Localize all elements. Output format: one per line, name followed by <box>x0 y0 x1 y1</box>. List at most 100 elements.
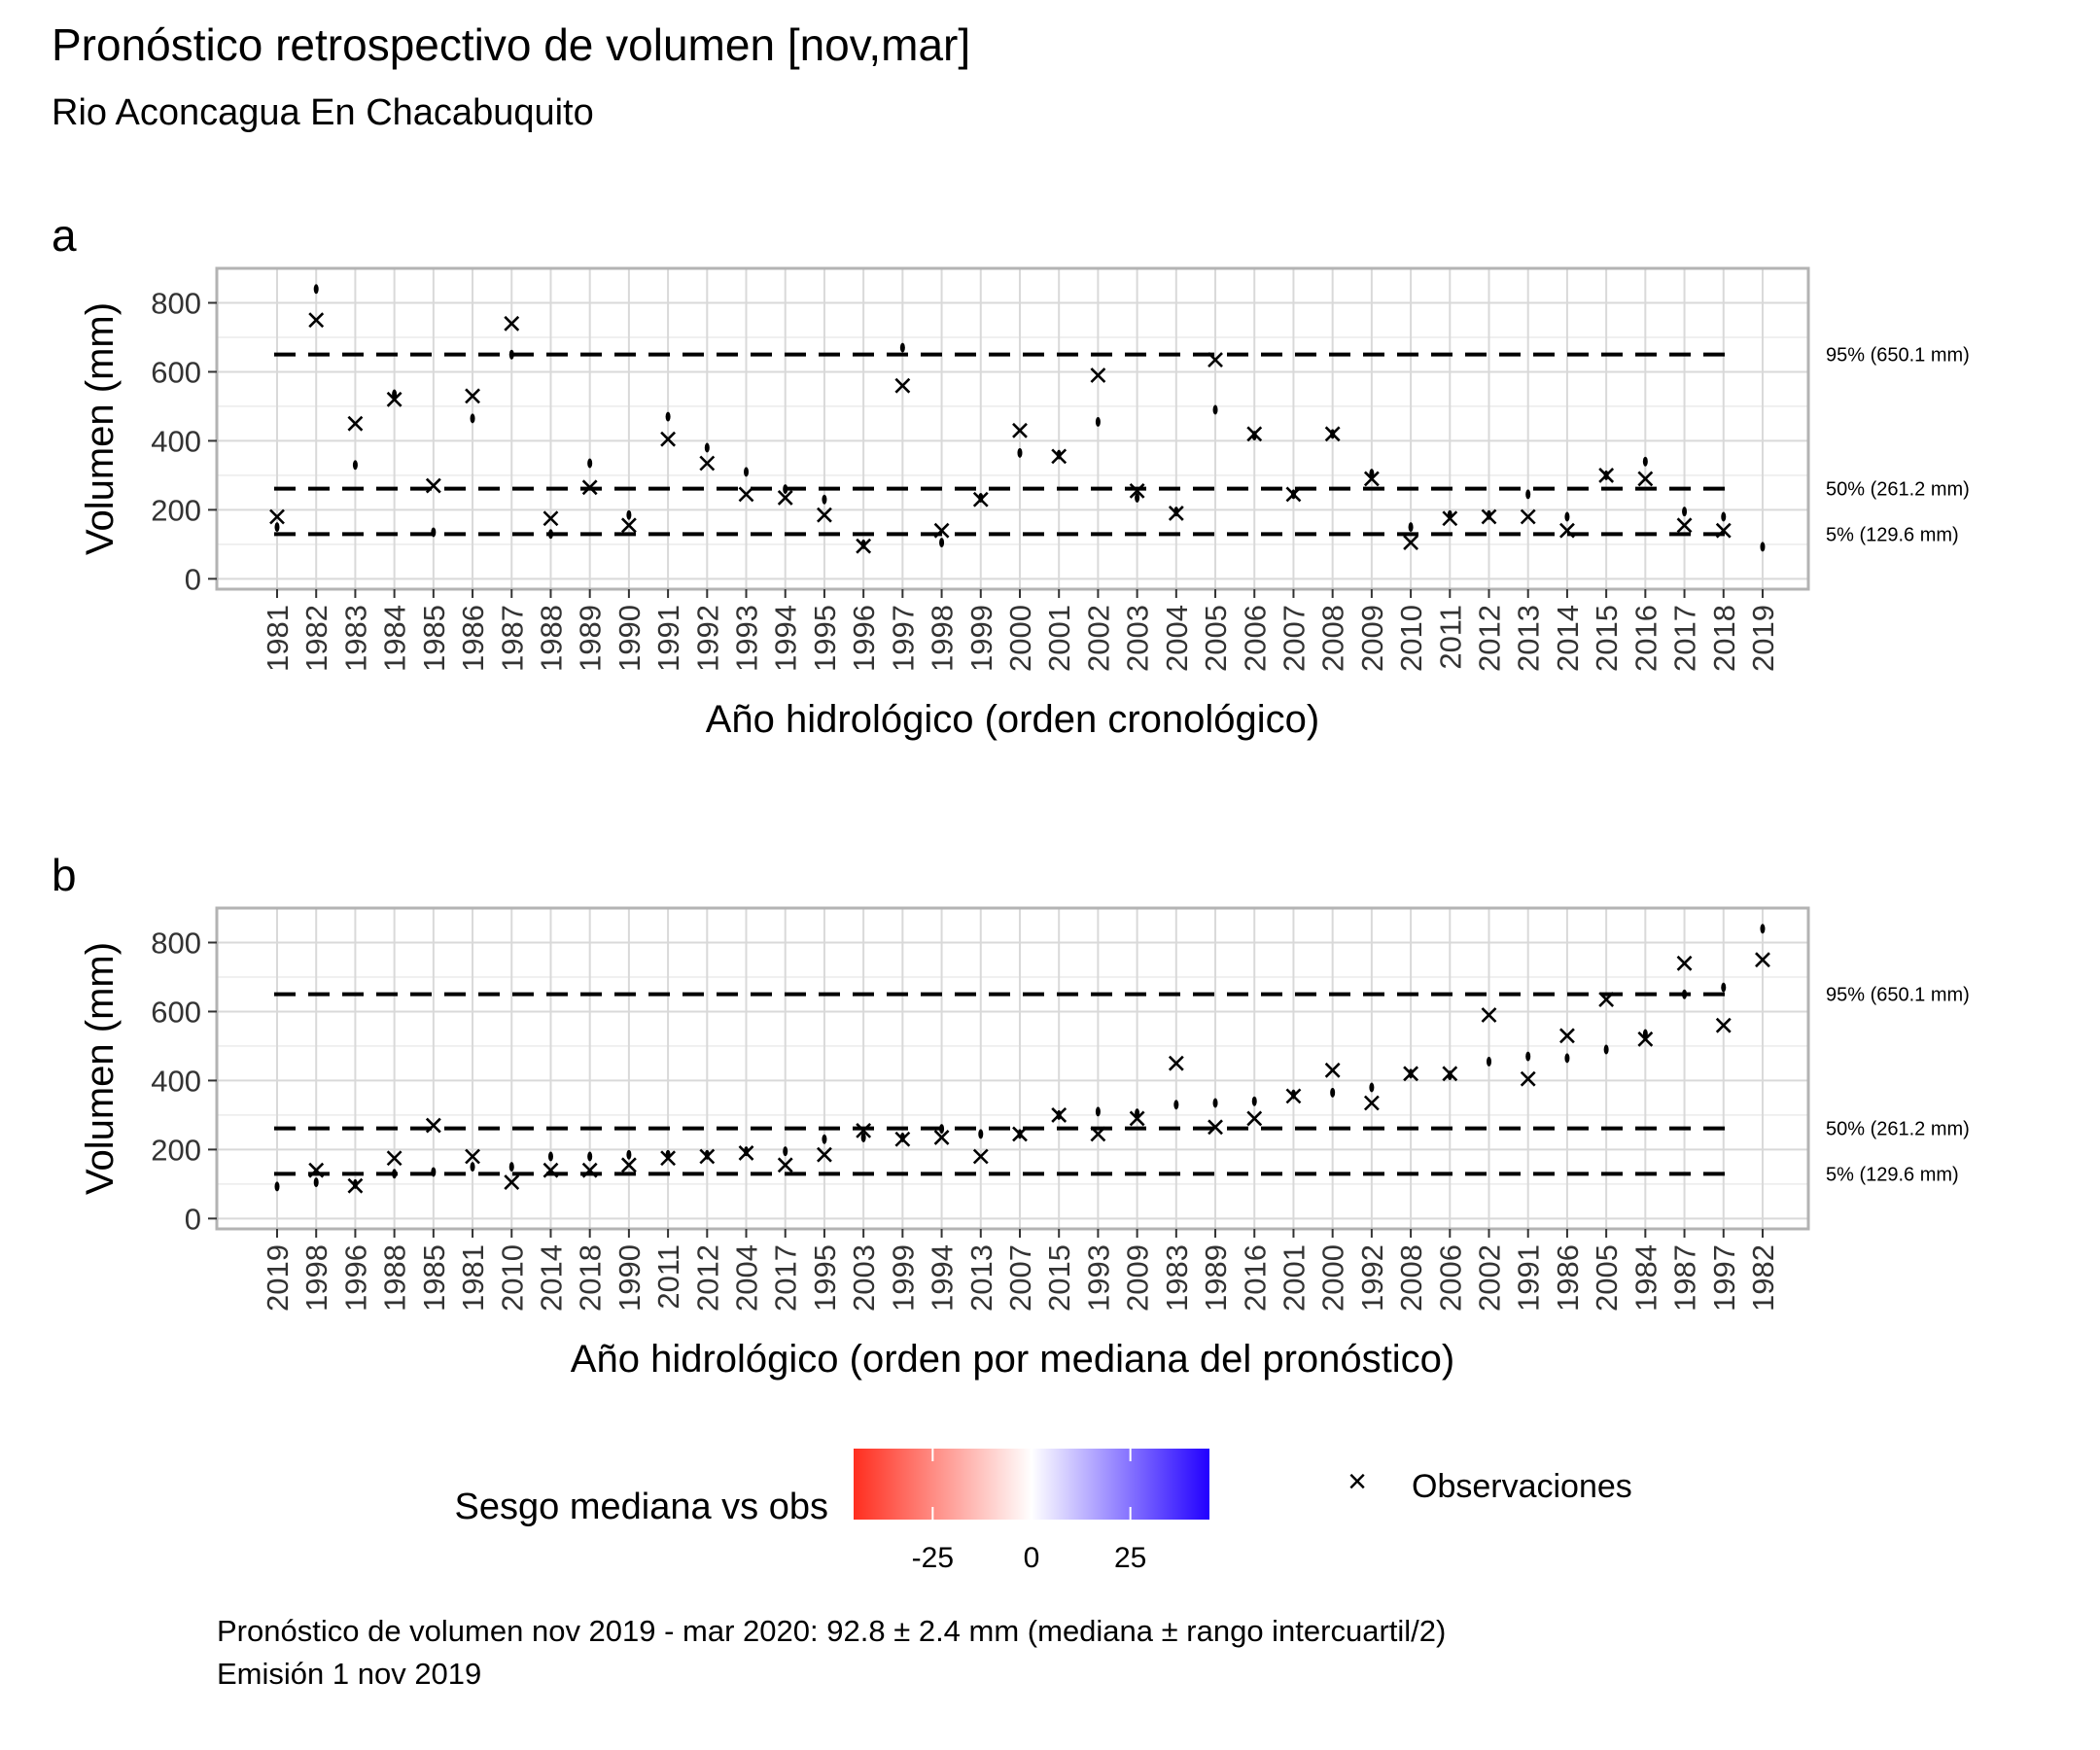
panel-b-observation-2001 <box>1285 1088 1302 1104</box>
panel-a-observation-2003 <box>1129 482 1145 499</box>
panel-a-xtick-label-2004: 2004 <box>1160 605 1194 672</box>
panel-b-xtick-label-2005: 2005 <box>1590 1244 1624 1312</box>
panel-a-xtick-label-1982: 1982 <box>299 605 333 672</box>
forecast-caption: Pronóstico de volumen nov 2019 - mar 202… <box>217 1614 1446 1648</box>
panel-a-xtick-label-2000: 2000 <box>1003 605 1037 672</box>
panel-a-xtick-label-1992: 1992 <box>690 605 724 672</box>
panel-b-forecast-median-1981 <box>470 1162 475 1172</box>
panel-b-xtick-label-2015: 2015 <box>1042 1244 1076 1312</box>
panel-b-xtick-label-1997: 1997 <box>1707 1244 1741 1312</box>
panel-a-observation-2004 <box>1168 506 1184 521</box>
panel-b-forecast-median-1990 <box>626 1149 632 1160</box>
panel-a-observation-2014 <box>1559 522 1575 539</box>
panel-b-ytick-label-0: 0 <box>185 1202 201 1236</box>
colorbar-title: Sesgo mediana vs obs <box>455 1487 828 1527</box>
panel-b-observation-2015 <box>1051 1106 1068 1123</box>
panel-a-forecast-median-2017 <box>1682 507 1688 517</box>
panel-a-observation-1988 <box>542 510 559 527</box>
panel-a-forecast-median-2013 <box>1525 489 1531 500</box>
panel-a-forecast-median-2018 <box>1721 511 1727 522</box>
panel-a-ytick-label-0: 0 <box>185 562 201 596</box>
observations-legend-label: Observaciones <box>1412 1468 1632 1505</box>
panel-b-xtick-label-2008: 2008 <box>1394 1244 1428 1312</box>
panel-a-xtick-label-2002: 2002 <box>1081 605 1115 672</box>
panel-a-xtick-label-2007: 2007 <box>1277 605 1311 672</box>
panel-b-observation-2003 <box>856 1122 872 1138</box>
panel-b-observation-2013 <box>972 1148 989 1165</box>
panel-b-observation-1992 <box>1363 1095 1380 1111</box>
panel-b-forecast-median-2002 <box>1487 1056 1492 1067</box>
panel-b-forecast-median-1998 <box>313 1177 319 1188</box>
panel-a-observation-1995 <box>817 507 832 523</box>
legend: Sesgo mediana vs obs -25 0 25 × Observacio… <box>455 1449 1632 1574</box>
panel-b-xtick-label-1994: 1994 <box>926 1244 960 1312</box>
panel-a-forecast-median-1985 <box>431 527 437 538</box>
panel-a-observation-1986 <box>465 388 480 404</box>
panel-a-observation-2015 <box>1598 467 1615 483</box>
panel-a-tag: a <box>52 210 77 261</box>
panel-b-xtick-label-1984: 1984 <box>1628 1244 1662 1312</box>
panel-b-forecast-median-1985 <box>431 1167 437 1177</box>
panel-a-observation-2018 <box>1715 522 1732 539</box>
panel-a-ytick-label-800: 800 <box>151 286 201 320</box>
panel-b-forecast-median-2000 <box>1330 1087 1336 1098</box>
panel-a-xtick-label-1998: 1998 <box>926 605 960 672</box>
panel-b-observation-1989 <box>1208 1119 1223 1136</box>
panel-b-observation-1993 <box>1090 1126 1106 1142</box>
panel-b-observation-2005 <box>1598 992 1615 1007</box>
panel-a-observation-2000 <box>1012 422 1028 438</box>
panel-a-observation-2001 <box>1051 448 1068 465</box>
panel-b-xtick-label-1999: 1999 <box>886 1244 920 1312</box>
panel-b-xtick-label-1991: 1991 <box>1512 1244 1546 1312</box>
panel-b-xtick-label-2017: 2017 <box>769 1244 803 1312</box>
panel-b-xtick-label-2009: 2009 <box>1121 1244 1155 1312</box>
panel-a-forecast-median-1988 <box>547 529 553 540</box>
panel-b-forecast-median-1997 <box>1721 982 1727 993</box>
panel-b-observation-1983 <box>1168 1055 1184 1071</box>
panel-a-border <box>215 266 1810 591</box>
panel-b-observation-1988 <box>386 1150 402 1167</box>
panel-b-ytick-label-200: 200 <box>151 1133 201 1167</box>
panel-a-xtick-label-1988: 1988 <box>534 605 568 672</box>
panel-a-xtick-label-1983: 1983 <box>338 605 372 672</box>
panel-b-observation-1996 <box>347 1177 364 1194</box>
panel-b-xtick-label-1992: 1992 <box>1355 1244 1389 1312</box>
panel-b-xtick-label-2012: 2012 <box>690 1244 724 1312</box>
panel-b-xtick-label-1995: 1995 <box>808 1244 842 1312</box>
panel-a-forecast-median-1983 <box>352 460 358 471</box>
panel-a-xtick-label-1997: 1997 <box>886 605 920 672</box>
panel-a-xtick-label-2009: 2009 <box>1355 605 1389 672</box>
colorbar-ticks: -25 0 25 <box>912 1449 1146 1574</box>
panel-b-forecast-median-1993 <box>1095 1106 1101 1117</box>
panel-a-forecast-median-1995 <box>822 494 827 505</box>
panel-b-observation-2004 <box>738 1145 754 1161</box>
panel-b-forecast-median-1987 <box>1682 989 1688 999</box>
panel-a-observation-1987 <box>504 315 520 332</box>
panel-b-xtick-label-2007: 2007 <box>1003 1244 1037 1312</box>
panel-b-xtick-label-1981: 1981 <box>456 1244 490 1312</box>
panel-b-observation-2010 <box>504 1174 520 1191</box>
panel-b-observation-2008 <box>1403 1066 1419 1082</box>
panel-b-observation-1986 <box>1559 1028 1575 1044</box>
panel-a-y-axis-title: Volumen (mm) <box>79 302 122 555</box>
panel-a-ytick-label-200: 200 <box>151 493 201 527</box>
panel-b-ytick-label-400: 400 <box>151 1064 201 1098</box>
colorbar-tick-label-25: -25 <box>912 1542 954 1574</box>
panel-a-forecast-median-2005 <box>1212 404 1218 415</box>
panel-a-forecast-median-1992 <box>704 442 710 453</box>
panel-a-ytick-label-600: 600 <box>151 355 201 389</box>
panel-b-xtick-label-2001: 2001 <box>1277 1244 1311 1312</box>
panel-a-observation-2006 <box>1246 426 1263 442</box>
panel-a-reference-label-2: 5% (129.6 mm) <box>1826 524 1959 545</box>
panel-a-observation-1998 <box>933 522 950 539</box>
panel-a-xtick-label-1990: 1990 <box>612 605 647 672</box>
panel-b-forecast-median-1983 <box>1173 1100 1179 1110</box>
panel-b-forecast-median-1992 <box>1369 1082 1375 1093</box>
panel-b-observation-2002 <box>1481 1007 1497 1023</box>
panel-a-forecast-median-1986 <box>470 413 475 424</box>
panel-a-forecast-median-1998 <box>939 538 945 548</box>
panel-a-xtick-label-1987: 1987 <box>495 605 529 672</box>
panel-b-observation-2009 <box>1129 1110 1145 1127</box>
panel-a-observation-2012 <box>1481 508 1497 525</box>
